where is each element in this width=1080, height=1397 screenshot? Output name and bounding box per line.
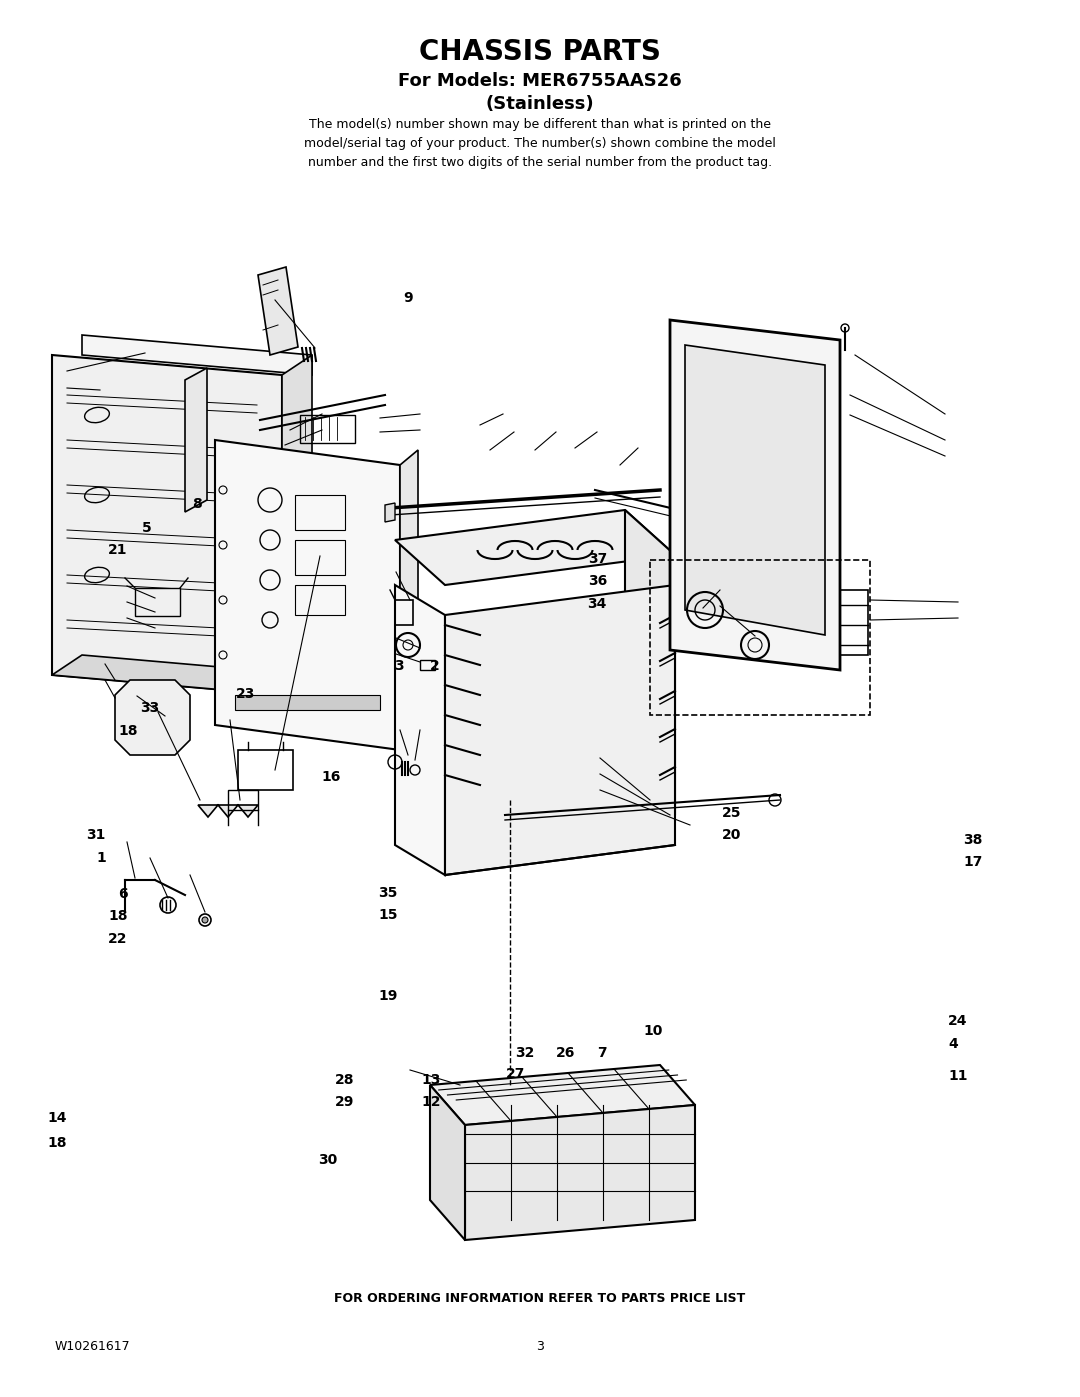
Text: 12: 12 <box>421 1095 441 1109</box>
Bar <box>295 585 345 615</box>
Text: 15: 15 <box>378 908 397 922</box>
Text: 26: 26 <box>556 1046 576 1060</box>
Text: 30: 30 <box>319 1153 338 1166</box>
Bar <box>235 694 380 710</box>
Text: 27: 27 <box>505 1067 525 1081</box>
Polygon shape <box>114 680 190 754</box>
Text: 13: 13 <box>421 1073 441 1087</box>
Text: 22: 22 <box>108 932 127 946</box>
Polygon shape <box>282 355 312 694</box>
Polygon shape <box>52 655 312 694</box>
Text: 3: 3 <box>536 1340 544 1354</box>
Bar <box>300 415 355 443</box>
Text: 11: 11 <box>948 1069 968 1083</box>
Text: 33: 33 <box>140 701 160 715</box>
Bar <box>295 495 345 529</box>
Polygon shape <box>185 367 207 511</box>
Text: 17: 17 <box>963 855 983 869</box>
Text: 36: 36 <box>588 574 607 588</box>
Bar <box>395 599 413 624</box>
Text: 18: 18 <box>119 724 138 738</box>
Text: 19: 19 <box>378 989 397 1003</box>
Text: (Stainless): (Stainless) <box>486 95 594 113</box>
Polygon shape <box>215 440 400 750</box>
Text: 4: 4 <box>948 1037 958 1051</box>
Text: 23: 23 <box>235 687 255 701</box>
Polygon shape <box>430 1065 696 1125</box>
Text: 14: 14 <box>48 1111 67 1125</box>
Polygon shape <box>384 503 395 522</box>
Text: 35: 35 <box>378 886 397 900</box>
Text: 34: 34 <box>588 597 607 610</box>
Text: 32: 32 <box>515 1046 535 1060</box>
Text: 9: 9 <box>403 291 413 305</box>
Text: FOR ORDERING INFORMATION REFER TO PARTS PRICE LIST: FOR ORDERING INFORMATION REFER TO PARTS … <box>335 1292 745 1305</box>
Polygon shape <box>52 355 282 694</box>
Bar <box>295 541 345 576</box>
Text: 24: 24 <box>948 1014 968 1028</box>
Text: 1: 1 <box>96 851 106 865</box>
Text: W10261617: W10261617 <box>55 1340 131 1354</box>
Text: 29: 29 <box>335 1095 354 1109</box>
Polygon shape <box>670 320 840 671</box>
Polygon shape <box>625 510 675 814</box>
Polygon shape <box>685 345 825 636</box>
Text: 31: 31 <box>86 828 106 842</box>
Text: 28: 28 <box>335 1073 354 1087</box>
Text: 3: 3 <box>394 659 404 673</box>
Text: The model(s) number shown may be different than what is printed on the
model/ser: The model(s) number shown may be differe… <box>305 117 775 169</box>
Text: 2: 2 <box>430 659 440 673</box>
Text: For Models: MER6755AAS26: For Models: MER6755AAS26 <box>399 73 681 89</box>
Text: 16: 16 <box>322 770 341 784</box>
Text: 25: 25 <box>721 806 741 820</box>
Polygon shape <box>395 510 675 585</box>
Text: 18: 18 <box>48 1136 67 1150</box>
Polygon shape <box>400 450 418 750</box>
Polygon shape <box>445 585 675 875</box>
Bar <box>135 588 180 616</box>
Text: 10: 10 <box>644 1024 663 1038</box>
Text: 7: 7 <box>597 1046 607 1060</box>
Polygon shape <box>198 805 258 817</box>
Bar <box>840 590 868 655</box>
Bar <box>420 659 435 671</box>
Polygon shape <box>395 585 445 875</box>
Bar <box>238 750 293 789</box>
Circle shape <box>202 916 208 923</box>
Polygon shape <box>82 335 312 374</box>
Polygon shape <box>465 1105 696 1241</box>
Bar <box>650 560 870 715</box>
Text: 5: 5 <box>141 521 151 535</box>
Polygon shape <box>430 1085 465 1241</box>
Text: CHASSIS PARTS: CHASSIS PARTS <box>419 38 661 66</box>
Text: 18: 18 <box>108 909 127 923</box>
Text: 6: 6 <box>118 887 127 901</box>
Bar <box>228 789 258 810</box>
Text: 8: 8 <box>192 497 202 511</box>
Text: 37: 37 <box>588 552 607 566</box>
Text: 20: 20 <box>721 828 741 842</box>
Polygon shape <box>258 267 298 355</box>
Text: 38: 38 <box>963 833 983 847</box>
Text: 21: 21 <box>108 543 127 557</box>
